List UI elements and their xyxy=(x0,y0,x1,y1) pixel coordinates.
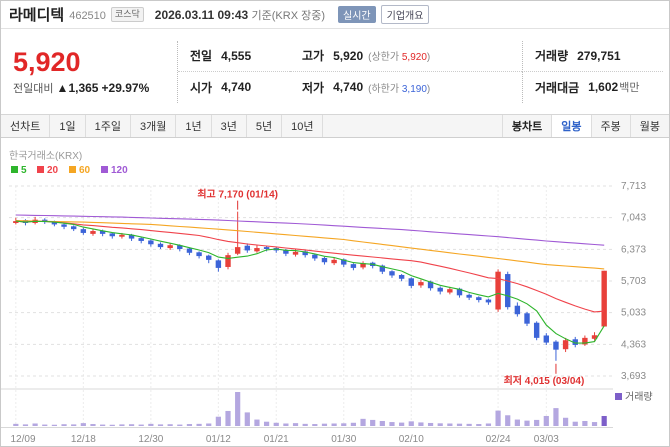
chart-area: 12/09 12/18 12/30 01/12 01/21 01/30 02/10 02/24… xyxy=(1,138,670,446)
ma-legend-label: 60 xyxy=(79,165,91,176)
tab-period-1[interactable]: 1일 xyxy=(50,115,86,137)
amount-label: 거래대금 xyxy=(535,80,580,95)
y-axis-label: 7,043 xyxy=(621,213,646,224)
tab-period-0[interactable]: 선차트 xyxy=(1,115,51,137)
open-cell: 시가 4,740 xyxy=(178,72,290,103)
company-overview-button[interactable]: 기업개요 xyxy=(380,5,430,24)
chart-canvas[interactable]: 12/09 12/18 12/30 01/12 01/21 01/30 02/10 02/24… xyxy=(1,138,670,446)
quote-info-table: 전일 4,555 고가 5,920 상한가 5,920 거래량 279,751 … xyxy=(177,40,663,103)
change-value: 1,365 xyxy=(68,81,99,95)
y-axis-label: 6,373 xyxy=(621,244,646,255)
x-axis-label: 03/03 xyxy=(534,434,559,445)
candles xyxy=(13,211,607,361)
x-axis-label: 02/24 xyxy=(486,434,511,445)
exchange-source-label: 한국거래소(KRX) xyxy=(9,150,82,162)
y-axis-label: 5,703 xyxy=(621,276,646,287)
ma-legend-label: 5 xyxy=(21,165,27,176)
high-value: 5,920 xyxy=(333,48,364,63)
ma-legend-label: 120 xyxy=(111,165,128,176)
y-axis-label: 7,713 xyxy=(621,181,646,192)
stock-name: 라메디텍 xyxy=(9,7,65,24)
y-axis-label: 4,363 xyxy=(621,339,646,350)
x-axis-label: 12/18 xyxy=(71,434,96,445)
high-label: 고가 xyxy=(302,49,325,63)
tab-period-7[interactable]: 10년 xyxy=(282,115,324,137)
price-summary: 5,920 전일대비 ▲1,365 +29.97% 전일 4,555 고가 5,… xyxy=(1,29,669,115)
volume-value: 279,751 xyxy=(577,48,621,63)
realtime-button[interactable]: 실시간 xyxy=(338,6,376,23)
x-axis-label: 01/21 xyxy=(264,434,289,445)
ma-legend-icon xyxy=(11,166,18,173)
volume-cell: 거래량 279,751 xyxy=(522,40,663,72)
ma20-line xyxy=(15,220,605,313)
ma-legend-icon xyxy=(69,166,76,173)
change-percent: +29.97% xyxy=(101,81,150,95)
upper-limit: 상한가 5,920 xyxy=(368,48,430,63)
quote-datetime-suffix: 기준(KRX 장중) xyxy=(251,9,326,22)
open-label: 시가 xyxy=(190,80,213,95)
x-axis-label: 01/30 xyxy=(331,434,356,445)
amount-value: 1,602 xyxy=(588,80,619,94)
market-badge: 코스닥 xyxy=(110,7,144,22)
prev-close-cell: 전일 4,555 xyxy=(178,41,290,72)
x-axis-label: 12/09 xyxy=(10,434,35,445)
tab-period-5[interactable]: 3년 xyxy=(212,115,247,137)
candle-type-tabs: 봉차트 일봉 주봉 월봉 xyxy=(501,115,669,137)
x-axis-label: 02/10 xyxy=(399,434,424,445)
up-arrow-icon: ▲ xyxy=(56,81,69,95)
volume-bars xyxy=(13,392,607,426)
quote-datetime: 2026.03.11 09:43 기준(KRX 장중) xyxy=(154,7,326,22)
amount-cell: 거래대금 1,602 백만 xyxy=(522,71,663,103)
chart-tab-bar: 선차트 1일 1주일 3개월 1년 3년 5년 10년 봉차트 일봉 주봉 월봉 xyxy=(1,115,669,138)
stock-code: 462510 xyxy=(69,9,106,22)
change-label: 전일대비 xyxy=(13,83,54,95)
ma5-line xyxy=(15,220,605,344)
amount-unit: 백만 xyxy=(619,82,640,94)
tab-candletype-1[interactable]: 일봉 xyxy=(551,115,591,137)
tab-period-6[interactable]: 5년 xyxy=(247,115,283,137)
prev-close-value: 4,555 xyxy=(221,48,252,63)
low-cell: 저가 4,740 하한가 3,190 xyxy=(290,72,522,103)
current-price-block: 5,920 전일대비 ▲1,365 +29.97% xyxy=(1,47,177,96)
ma60-line xyxy=(15,220,605,270)
y-axis-label: 3,693 xyxy=(621,371,646,382)
x-axis-label: 01/12 xyxy=(206,434,231,445)
low-value: 4,740 xyxy=(333,80,364,94)
current-price: 5,920 xyxy=(13,47,81,77)
volume-legend-icon xyxy=(615,393,622,400)
tab-period-2[interactable]: 1주일 xyxy=(86,115,131,137)
ma-legend-label: 20 xyxy=(47,165,59,176)
ma-legend-icon xyxy=(101,166,108,173)
tab-candletype-2[interactable]: 주봉 xyxy=(590,115,630,137)
ma-legend-icon xyxy=(37,166,44,173)
x-axis-label: 12/30 xyxy=(138,434,163,445)
tab-period-4[interactable]: 1년 xyxy=(176,115,212,137)
low-label: 저가 xyxy=(302,80,325,95)
volume-legend-label: 거래량 xyxy=(625,391,653,403)
prev-close-label: 전일 xyxy=(190,49,213,63)
open-value: 4,740 xyxy=(221,80,252,94)
tab-period-3[interactable]: 3개월 xyxy=(131,115,177,137)
tab-candletype-3[interactable]: 월봉 xyxy=(629,115,669,137)
annotation-high: 최고 7,170 (01/14) xyxy=(197,188,278,201)
high-cell: 고가 5,920 상한가 5,920 xyxy=(290,41,522,72)
y-axis-label: 5,033 xyxy=(621,308,646,319)
title-row: 라메디텍 462510 코스닥 2026.03.11 09:43 기준(KRX … xyxy=(1,1,669,29)
annotation-low: 최저 4,015 (03/04) xyxy=(504,374,585,387)
lower-limit: 하한가 3,190 xyxy=(368,80,430,95)
ma120-line xyxy=(15,214,605,246)
price-change: 전일대비 ▲1,365 +29.97% xyxy=(13,80,177,96)
tab-candletype-0[interactable]: 봉차트 xyxy=(501,115,551,137)
volume-label: 거래량 xyxy=(535,49,569,63)
period-tabs: 선차트 1일 1주일 3개월 1년 3년 5년 10년 xyxy=(1,115,324,137)
